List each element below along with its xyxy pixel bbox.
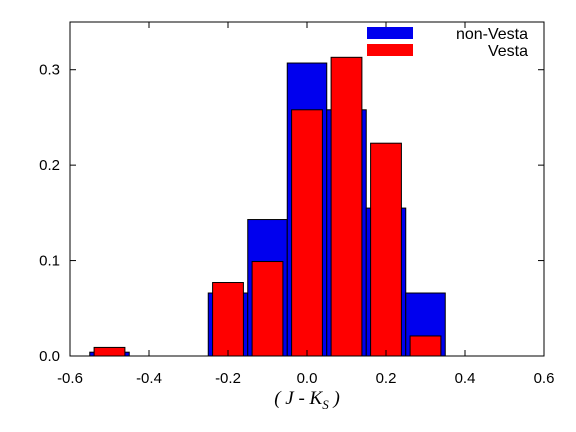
- bar-vesta-4: [330, 56, 363, 357]
- bars-layer: [89, 56, 446, 357]
- ticks-layer: -0.6 -0.4 -0.2 0.0 0.2 0.4 0.6 0.0 0.1 0.2 0.3: [39, 22, 554, 387]
- bar-vesta-6: [409, 335, 442, 357]
- x-tick-label: -0.4: [136, 370, 162, 387]
- bar-vesta-0: [93, 346, 126, 357]
- bar-vesta-5: [370, 142, 402, 357]
- x-tick-label: 0.6: [534, 370, 555, 387]
- bar-vesta-3: [291, 109, 323, 357]
- x-axis-title: ( J - KS ): [274, 388, 340, 412]
- x-tick-label: 0.2: [376, 370, 397, 387]
- x-tick-label: 0.4: [455, 370, 476, 387]
- legend-label: Vesta: [488, 43, 528, 60]
- x-tick-label: -0.6: [57, 370, 83, 387]
- legend-label: non-Vesta: [456, 26, 528, 43]
- x-tick-label: 0.0: [297, 370, 318, 387]
- x-axis-title-subscript: S: [322, 397, 329, 412]
- y-tick-label: 0.2: [39, 157, 60, 174]
- x-axis-title-main: ( J - K: [274, 388, 323, 409]
- legend-swatch: [367, 27, 413, 39]
- bar-vesta-2: [251, 261, 284, 357]
- x-tick-label: -0.2: [215, 370, 241, 387]
- y-tick-label: 0.1: [39, 253, 60, 270]
- x-axis-title-close: ): [329, 388, 340, 409]
- y-tick-label: 0.3: [39, 62, 60, 79]
- legend-swatch: [367, 44, 413, 56]
- bar-vesta-1: [212, 282, 244, 357]
- y-tick-label: 0.0: [39, 348, 60, 365]
